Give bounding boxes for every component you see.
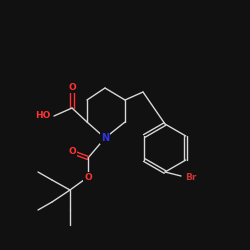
Text: HO: HO — [34, 112, 50, 120]
Text: N: N — [101, 133, 109, 143]
Text: O: O — [68, 148, 76, 156]
Text: O: O — [68, 84, 76, 92]
Text: O: O — [84, 172, 92, 182]
Text: Br: Br — [185, 172, 197, 182]
